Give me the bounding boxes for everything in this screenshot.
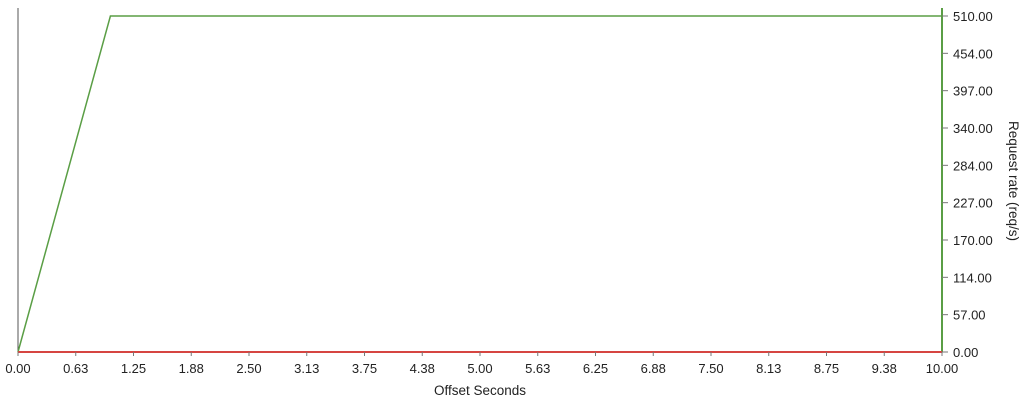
y-tick-label: 284.00: [953, 158, 993, 173]
axes-layer: [17, 8, 943, 352]
y-tick-label: 397.00: [953, 84, 993, 99]
x-tick-label: 3.75: [352, 361, 377, 376]
x-tick-label: 5.63: [525, 361, 550, 376]
y-tick-label: 340.00: [953, 121, 993, 136]
x-tick-label: 6.88: [641, 361, 666, 376]
x-tick-label: 10.00: [926, 361, 959, 376]
x-tick-label: 6.25: [583, 361, 608, 376]
y-tick-layer: 0.00 57.00 114.00 170.00 227.00 284.00 340.00 3…: [942, 9, 993, 360]
x-tick-label: 8.13: [756, 361, 781, 376]
x-tick-layer: 0.00 0.63 1.25 1.88 2.50 3.13 3.75 4.38 5.00 5.63…: [5, 352, 958, 376]
y-tick-label: 454.00: [953, 46, 993, 61]
x-tick-label: 4.38: [410, 361, 435, 376]
x-tick-label: 7.50: [698, 361, 723, 376]
x-tick-label: 0.00: [5, 361, 30, 376]
x-tick-label: 0.63: [63, 361, 88, 376]
x-tick-label: 1.88: [179, 361, 204, 376]
y-tick-label: 0.00: [953, 345, 978, 360]
x-tick-label: 2.50: [236, 361, 261, 376]
y-axis-title: Request rate (req/s): [1006, 121, 1021, 241]
x-tick-label: 9.38: [872, 361, 897, 376]
series-line-1: [17, 15, 942, 353]
y-tick-label: 170.00: [953, 233, 993, 248]
x-tick-label: 5.00: [467, 361, 492, 376]
y-tick-label: 227.00: [953, 196, 993, 211]
x-tick-label: 8.75: [814, 361, 839, 376]
x-axis-title: Offset Seconds: [434, 383, 526, 398]
x-tick-label: 1.25: [121, 361, 146, 376]
y-tick-label: 114.00: [953, 270, 992, 285]
series-layer: [17, 15, 942, 353]
y-tick-label: 510.00: [953, 9, 993, 24]
y-tick-label: 57.00: [953, 308, 986, 323]
x-tick-label: 3.13: [294, 361, 319, 376]
